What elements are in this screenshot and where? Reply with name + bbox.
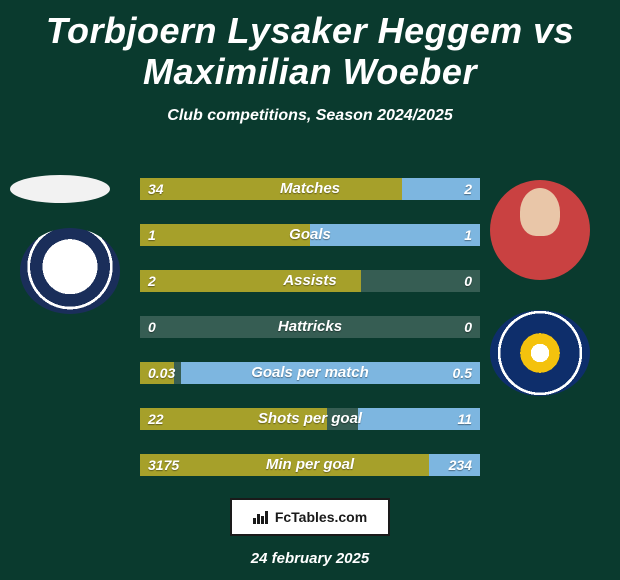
stat-row: 0.030.5Goals per match [140,362,480,384]
site-badge-label: FcTables.com [275,509,367,525]
stat-row: 00Hattricks [140,316,480,338]
stat-label: Goals [140,224,480,246]
page-title: Torbjoern Lysaker Heggem vs Maximilian W… [0,0,620,93]
stat-row: 342Matches [140,178,480,200]
stat-row: 3175234Min per goal [140,454,480,476]
stat-label: Assists [140,270,480,292]
subtitle: Club competitions, Season 2024/2025 [0,107,620,125]
stat-row: 2211Shots per goal [140,408,480,430]
site-badge: FcTables.com [230,498,390,536]
stat-label: Hattricks [140,316,480,338]
stats-bars: 342Matches 11Goals 20Assists 00Hattricks 0.0… [140,178,480,500]
player-left-avatar [10,175,110,203]
date-label: 24 february 2025 [0,550,620,567]
stat-row: 11Goals [140,224,480,246]
stat-label: Min per goal [140,454,480,476]
club-badge-left [20,228,120,314]
stat-label: Goals per match [140,362,480,384]
stat-label: Matches [140,178,480,200]
stat-row: 20Assists [140,270,480,292]
club-badge-right [490,310,590,396]
chart-icon [253,510,269,524]
stat-label: Shots per goal [140,408,480,430]
player-right-avatar [490,180,590,280]
